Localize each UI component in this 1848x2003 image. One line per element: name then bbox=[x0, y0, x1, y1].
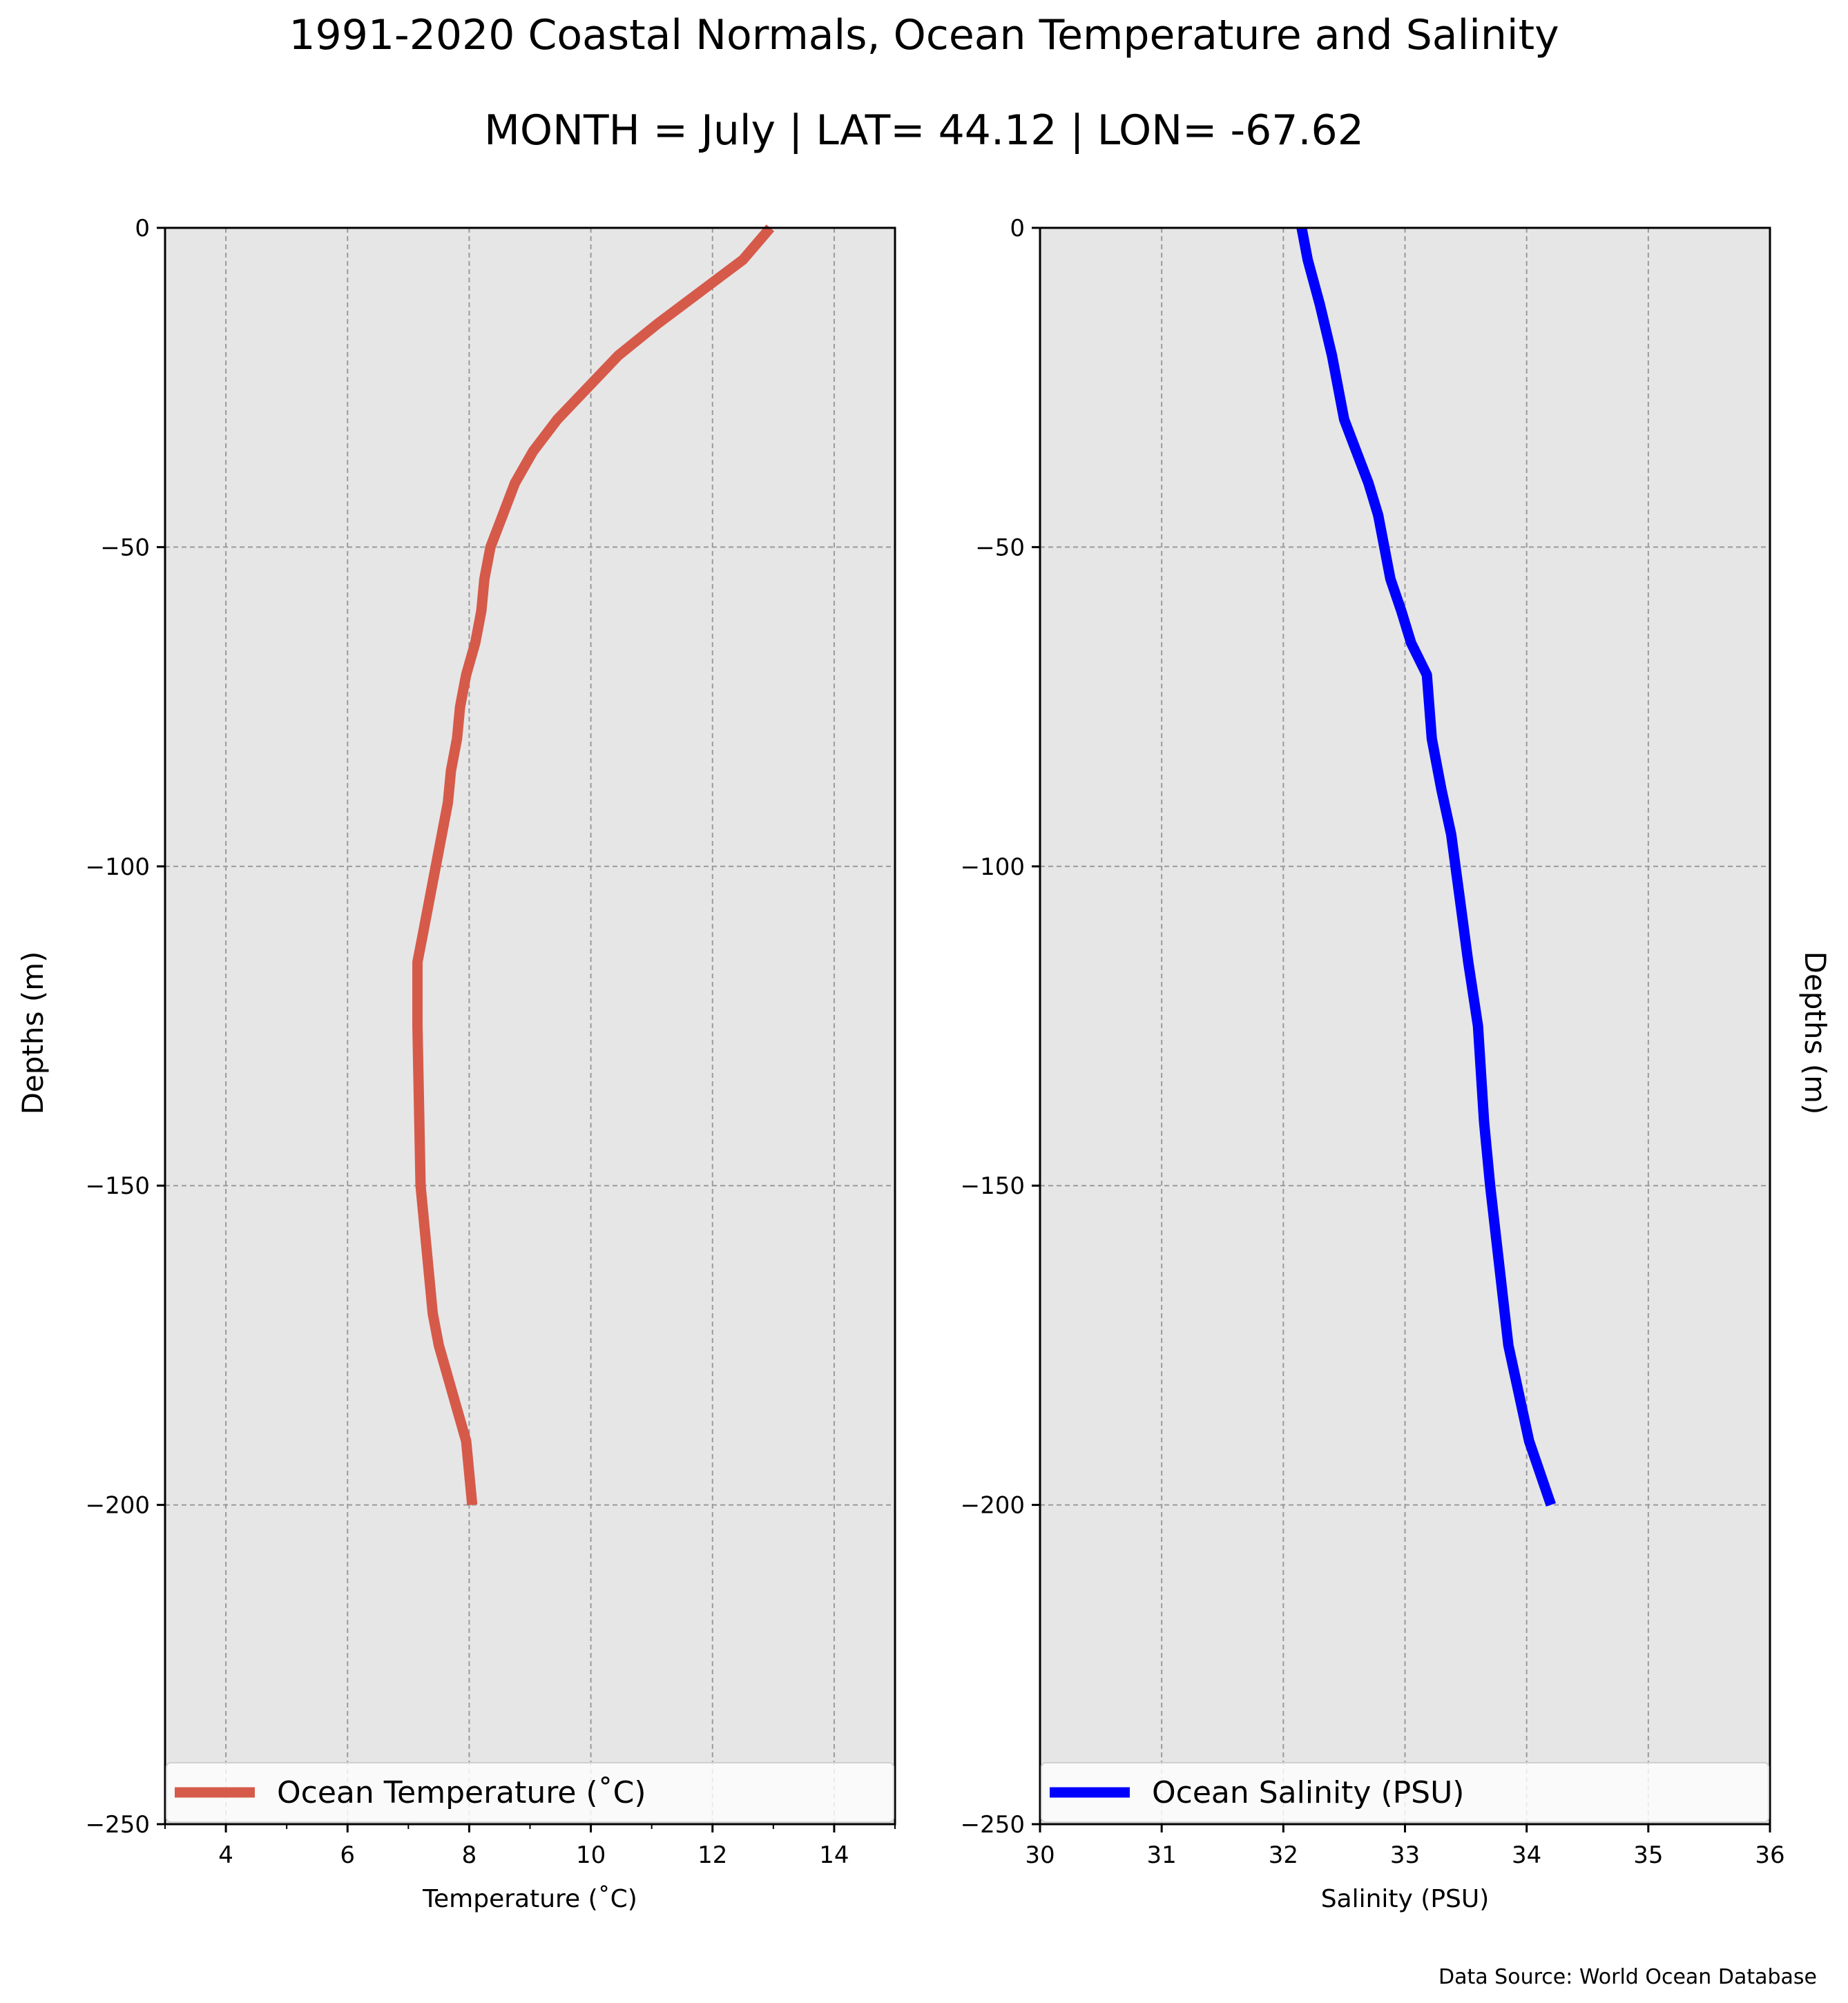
salinity-ytick-label: 0 bbox=[1010, 215, 1025, 242]
temperature-x-axis-label: Temperature (˚C) bbox=[422, 1885, 637, 1913]
salinity-xtick-label: 32 bbox=[1269, 1841, 1298, 1869]
salinity-ytick-label: −50 bbox=[975, 534, 1025, 561]
temperature-ytick-label: −150 bbox=[86, 1172, 150, 1200]
temperature-xtick-label: 6 bbox=[340, 1841, 355, 1869]
temperature-panel: 4 6 8 10 12 14 0 −50 −100 −150 −200 −250 Temperature… bbox=[16, 215, 896, 1913]
temperature-legend-label: Ocean Temperature (˚C) bbox=[277, 1775, 646, 1810]
temperature-xtick-label: 10 bbox=[576, 1841, 606, 1869]
salinity-legend-box bbox=[1041, 1762, 1769, 1823]
salinity-ytick-label: −150 bbox=[961, 1172, 1025, 1200]
temperature-ytick-label: 0 bbox=[135, 215, 150, 242]
salinity-legend: Ocean Salinity (PSU) bbox=[1041, 1762, 1769, 1823]
temperature-ytick-label: −100 bbox=[86, 853, 150, 881]
temperature-xtick-label: 4 bbox=[218, 1841, 233, 1869]
salinity-panel: 30 31 32 33 34 35 36 0 −50 −100 −150 −200 −250 Salini… bbox=[961, 215, 1832, 1913]
figure-title: 1991-2020 Coastal Normals, Ocean Tempera… bbox=[289, 11, 1559, 59]
temperature-ytick-label: −250 bbox=[86, 1811, 150, 1839]
temperature-xtick-label: 12 bbox=[697, 1841, 727, 1869]
salinity-y-axis-label: Depths (m) bbox=[1798, 951, 1832, 1115]
data-source-note: Data Source: World Ocean Database bbox=[1438, 1965, 1817, 1989]
salinity-ytick-label: −250 bbox=[961, 1811, 1025, 1839]
temperature-xtick-label: 14 bbox=[819, 1841, 849, 1869]
temperature-plot-area bbox=[165, 228, 895, 1824]
salinity-ytick-label: −200 bbox=[961, 1492, 1025, 1520]
temperature-xtick-label: 8 bbox=[462, 1841, 477, 1869]
salinity-x-axis-label: Salinity (PSU) bbox=[1321, 1885, 1490, 1913]
temperature-ytick-label: −200 bbox=[86, 1492, 150, 1520]
salinity-series-line bbox=[1296, 226, 1556, 1507]
temperature-legend-box bbox=[166, 1762, 894, 1823]
temperature-legend: Ocean Temperature (˚C) bbox=[166, 1762, 894, 1823]
temperature-y-axis-label: Depths (m) bbox=[16, 951, 50, 1115]
salinity-xtick-label: 33 bbox=[1390, 1841, 1420, 1869]
salinity-xtick-label: 35 bbox=[1633, 1841, 1663, 1869]
salinity-xtick-label: 34 bbox=[1512, 1841, 1541, 1869]
salinity-xtick-label: 31 bbox=[1147, 1841, 1177, 1869]
salinity-ytick-label: −100 bbox=[961, 853, 1025, 881]
salinity-xtick-label: 36 bbox=[1755, 1841, 1784, 1869]
figure-subtitle: MONTH = July | LAT= 44.12 | LON= -67.62 bbox=[484, 106, 1364, 155]
temperature-series-line bbox=[412, 224, 775, 1506]
temperature-ytick-label: −50 bbox=[100, 534, 150, 561]
salinity-legend-label: Ocean Salinity (PSU) bbox=[1152, 1775, 1464, 1810]
salinity-xtick-label: 30 bbox=[1025, 1841, 1055, 1869]
